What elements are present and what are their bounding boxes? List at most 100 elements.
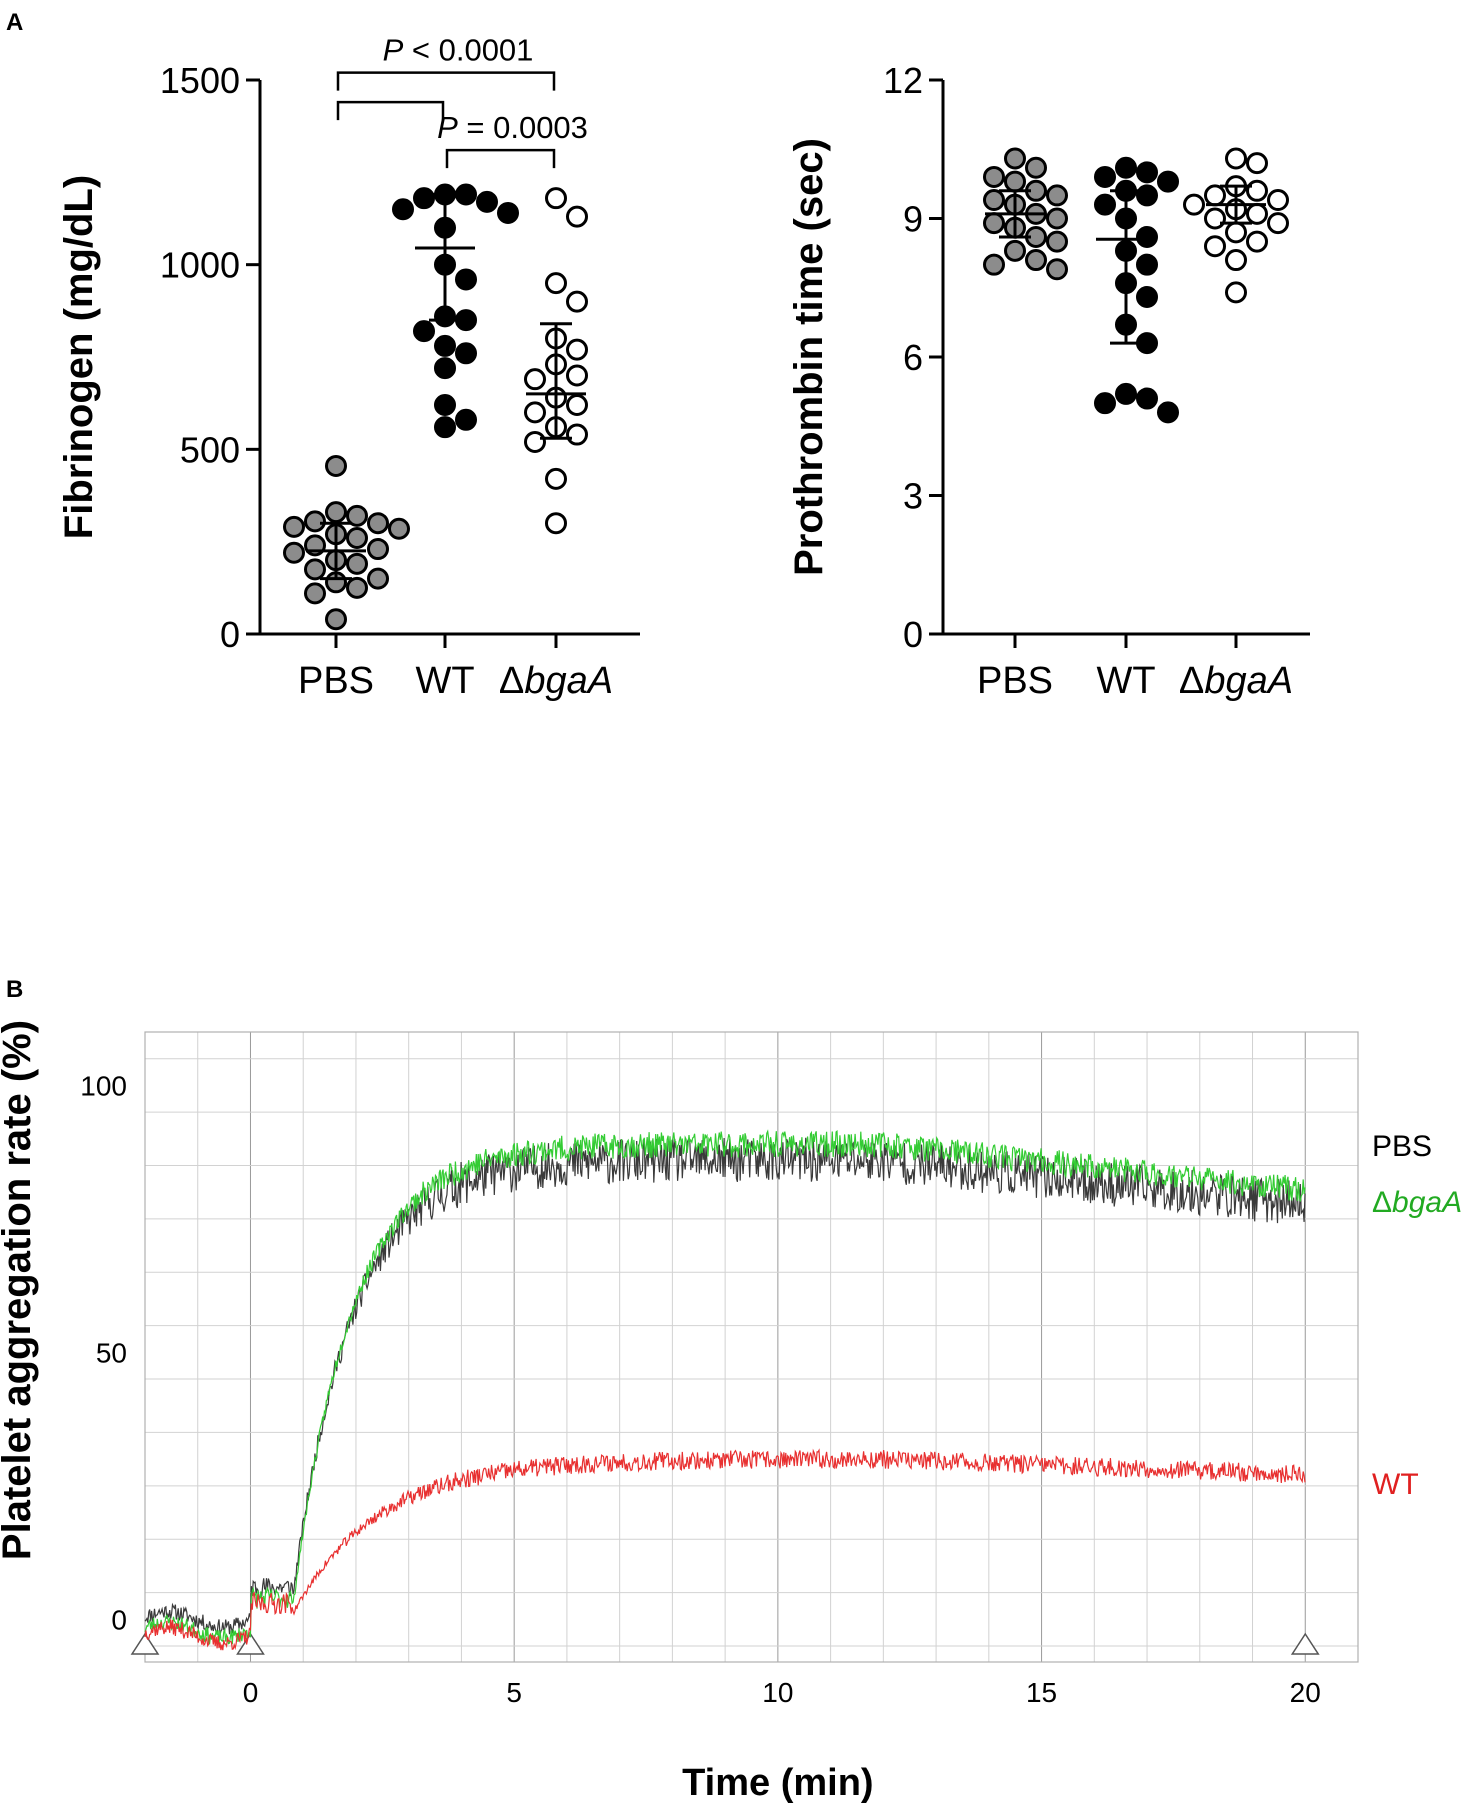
data-point xyxy=(1225,147,1247,170)
x-tick-label: 15 xyxy=(1026,1677,1057,1708)
data-point xyxy=(367,512,389,535)
marker-triangle xyxy=(1290,1632,1320,1655)
data-point xyxy=(1225,281,1247,304)
series-line xyxy=(144,1448,1306,1651)
legend-label: ΔbgaA xyxy=(1372,1186,1462,1219)
marker-triangle xyxy=(236,1632,265,1655)
data-point xyxy=(1046,207,1068,230)
data-point xyxy=(1115,382,1137,405)
data-point xyxy=(983,212,1005,235)
data-point xyxy=(1136,285,1158,308)
p-value-text: < 0.0001 xyxy=(403,33,533,68)
p-value-label: P = 0.0003 xyxy=(437,110,588,145)
data-point xyxy=(566,338,588,361)
y-tick-label: 0 xyxy=(111,1604,127,1635)
y-tick-label: 1000 xyxy=(160,245,240,286)
data-point xyxy=(413,187,435,210)
x-tick-label-italic: bgaA xyxy=(1204,660,1293,702)
data-point xyxy=(434,334,456,357)
data-point xyxy=(1004,170,1026,193)
data-point xyxy=(545,467,567,490)
aggregation-chart: 0 50 100 0 5 10 15 20 Time (min) Platelet aggrega… xyxy=(0,1020,1462,1804)
data-point xyxy=(1046,184,1068,207)
data-point xyxy=(283,515,305,538)
data-point xyxy=(566,290,588,313)
fibrinogen-chart: 0 500 1000 1500 Fibrinogen (mg/dL) PBS WT ΔbgaA… xyxy=(57,33,640,702)
data-point xyxy=(1246,230,1268,253)
data-point xyxy=(325,501,347,524)
data-point xyxy=(545,272,567,295)
data-point xyxy=(283,541,305,564)
data-point xyxy=(983,189,1005,212)
data-point xyxy=(983,253,1005,276)
y-tick-label: 0 xyxy=(903,614,923,655)
prothrombin-chart: 0 3 6 9 12 Prothrombin time (sec) PBS WT ΔbgaA xyxy=(787,60,1310,702)
plot-frame xyxy=(144,1031,1359,1663)
y-tick-label: 12 xyxy=(883,60,923,101)
x-tick-label-italic: bgaA xyxy=(524,660,613,702)
y-tick-label: 50 xyxy=(96,1337,127,1368)
y-axis-label: Platelet aggregation rate (%) xyxy=(0,1020,39,1560)
data-point xyxy=(455,342,477,365)
data-point xyxy=(1025,249,1047,272)
data-point xyxy=(434,416,456,439)
data-point xyxy=(524,401,546,424)
data-point xyxy=(1115,156,1137,179)
x-axis-label: Time (min) xyxy=(682,1762,873,1804)
panel-a-label: A xyxy=(6,9,23,36)
y-tick-label: 0 xyxy=(220,614,240,655)
data-point xyxy=(325,608,347,631)
data-point xyxy=(455,268,477,291)
data-point xyxy=(1136,161,1158,184)
data-point xyxy=(1136,387,1158,410)
data-point xyxy=(1204,184,1226,207)
data-point xyxy=(1094,193,1116,216)
data-point xyxy=(367,538,389,561)
data-point xyxy=(566,423,588,446)
data-point xyxy=(1004,147,1026,170)
p-value-text: = 0.0003 xyxy=(458,110,588,145)
x-tick-label: ΔbgaA xyxy=(499,660,613,702)
data-point xyxy=(388,517,410,540)
x-tick-label: WT xyxy=(1096,660,1155,702)
data-point xyxy=(1046,230,1068,253)
x-tick-label: ΔbgaA xyxy=(1179,660,1293,702)
data-point xyxy=(304,510,326,533)
marker-triangle xyxy=(130,1632,160,1655)
y-axis-label: Prothrombin time (sec) xyxy=(787,138,831,576)
data-point xyxy=(524,430,546,453)
legend-label-prefix: Δ xyxy=(1372,1186,1392,1219)
x-tick-label: 20 xyxy=(1290,1677,1321,1708)
data-point xyxy=(566,394,588,417)
data-point xyxy=(1004,239,1026,262)
y-tick-label: 500 xyxy=(180,429,240,470)
legend-label-italic: bgaA xyxy=(1392,1186,1462,1219)
data-point xyxy=(1225,249,1247,272)
x-tick-label: 10 xyxy=(762,1677,793,1708)
data-point xyxy=(1157,401,1179,424)
data-point xyxy=(392,198,414,221)
data-point xyxy=(367,567,389,590)
panel-b-label: B xyxy=(6,976,23,1003)
p-value-symbol: P xyxy=(383,33,404,68)
p-value-symbol: P xyxy=(437,110,458,145)
significance-bracket xyxy=(336,71,556,91)
x-tick-label-text: WT xyxy=(415,660,474,702)
data-point xyxy=(1046,258,1068,281)
y-tick-label: 100 xyxy=(80,1070,127,1101)
data-point xyxy=(346,504,368,527)
data-point xyxy=(1136,253,1158,276)
data-point xyxy=(1136,184,1158,207)
data-point xyxy=(566,205,588,228)
data-point xyxy=(455,408,477,431)
data-point xyxy=(346,576,368,599)
legend-label-text: WT xyxy=(1372,1468,1419,1501)
data-point xyxy=(545,187,567,210)
data-point xyxy=(413,320,435,343)
data-point xyxy=(346,526,368,549)
series-line xyxy=(144,1129,1306,1646)
data-point xyxy=(1094,165,1116,188)
data-point xyxy=(545,512,567,535)
data-point xyxy=(1025,156,1047,179)
